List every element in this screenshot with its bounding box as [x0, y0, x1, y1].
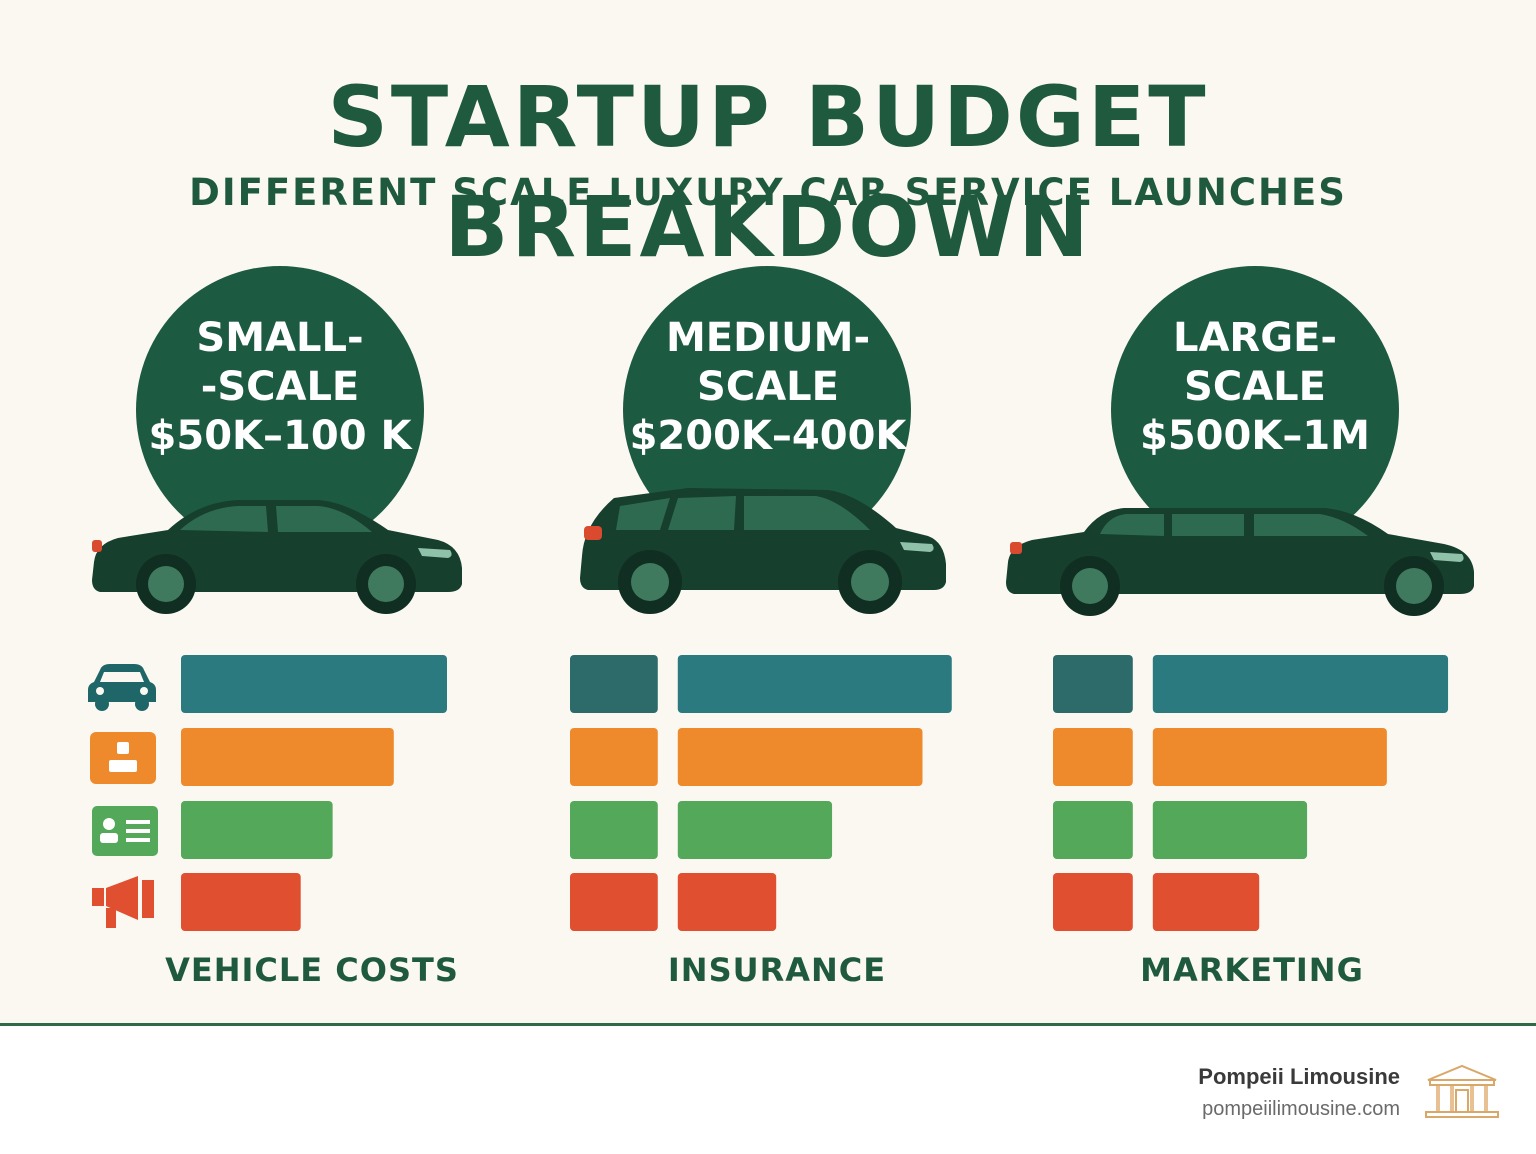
bar-large-scale-row2-seg2 [1152, 728, 1387, 786]
bar-medium-scale-row4-seg1 [570, 873, 658, 931]
bar-small-scale-row4-seg1 [181, 873, 301, 931]
scale-budget: $500K–1M [1140, 413, 1370, 459]
pompeii-temple-logo-icon [1425, 1064, 1499, 1118]
category-label-vehicle-costs: VEHICLE COSTS [165, 951, 459, 989]
bar-large-scale-row2-seg1 [1053, 728, 1133, 786]
bar-medium-scale-row4-seg2 [677, 873, 777, 931]
scale-budget: $50K–100 K [148, 413, 412, 459]
megaphone-icon [92, 876, 154, 928]
brand-url: pompeiilimousine.com [1202, 1098, 1400, 1120]
bar-medium-scale-row2-seg1 [570, 728, 658, 786]
bar-large-scale-row4-seg2 [1152, 873, 1260, 931]
scale-name-line: -SCALE [200, 364, 360, 410]
sedan-car-icon [92, 500, 462, 614]
page-title: STARTUP BUDGET BREAKDOWN [327, 68, 1209, 276]
category-label-insurance: INSURANCE [667, 951, 887, 989]
page-subtitle: DIFFERENT SCALE LUXURY CAR SERVICE LAUNC… [189, 171, 1347, 214]
brand-name: Pompeii Limousine [1198, 1064, 1400, 1089]
car-icon [88, 664, 156, 711]
id-card-icon [92, 806, 158, 856]
bar-large-scale-row1-seg2 [1152, 655, 1449, 713]
scale-name-line: SCALE [697, 364, 839, 410]
scale-name-line: MEDIUM- [665, 315, 871, 361]
scale-circle-large [1111, 266, 1399, 554]
suv-car-icon [580, 488, 946, 614]
bar-small-scale-row1-seg1 [181, 655, 447, 713]
footer [0, 1026, 1536, 1154]
scale-text-medium: MEDIUM- SCALE $200K–400K [608, 314, 928, 461]
category-label-marketing: MARKETING [1140, 951, 1364, 989]
scale-name-line: SCALE [1184, 364, 1326, 410]
scale-text-large: LARGE- SCALE $500K–1M [1095, 314, 1415, 461]
bar-large-scale-row4-seg1 [1053, 873, 1133, 931]
limousine-car-icon [1006, 508, 1474, 616]
driver-badge-icon [90, 732, 156, 784]
scale-budget: $200K–400K [629, 413, 907, 459]
bar-large-scale-row3-seg2 [1152, 801, 1308, 859]
footer-divider [0, 1023, 1536, 1026]
scale-name-line: SMALL- [196, 315, 364, 361]
bar-medium-scale-row3-seg1 [570, 801, 658, 859]
bar-large-scale-row1-seg1 [1053, 655, 1133, 713]
scale-text-small: SMALL- -SCALE $50K–100 K [120, 314, 440, 461]
bar-medium-scale-row2-seg2 [677, 728, 923, 786]
bar-small-scale-row3-seg1 [181, 801, 333, 859]
bar-medium-scale-row1-seg1 [570, 655, 658, 713]
bar-medium-scale-row3-seg2 [677, 801, 833, 859]
scale-name-line: LARGE- [1172, 315, 1337, 361]
bar-small-scale-row2-seg1 [181, 728, 394, 786]
bar-medium-scale-row1-seg2 [677, 655, 952, 713]
bar-large-scale-row3-seg1 [1053, 801, 1133, 859]
